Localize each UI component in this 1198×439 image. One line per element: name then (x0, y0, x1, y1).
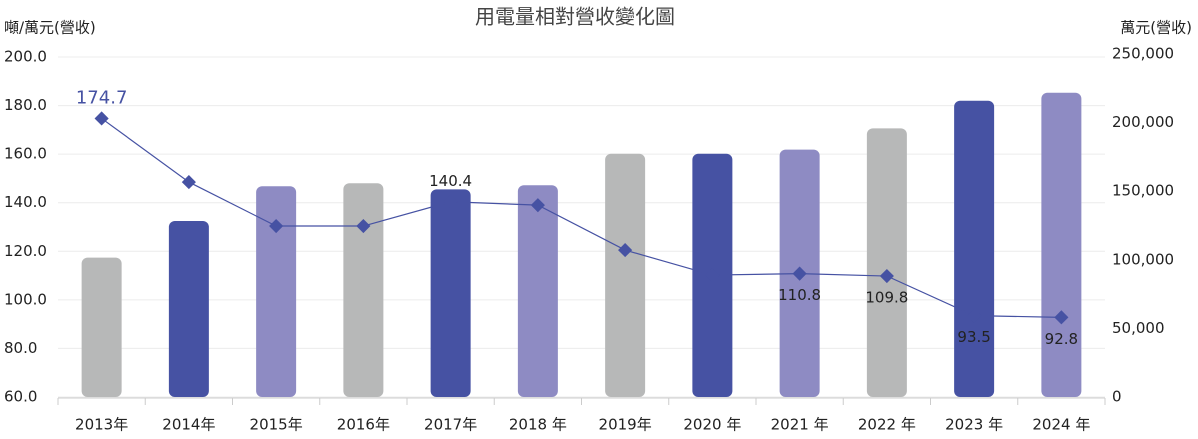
line-marker (705, 268, 720, 283)
data-label: 140.4 (429, 172, 472, 190)
x-tick-label: 2014年 (162, 416, 215, 434)
chart-title: 用電量相對營收變化圖 (475, 5, 675, 29)
line-marker (1054, 310, 1069, 325)
line-marker (94, 111, 109, 126)
y-tick-label: 120.0 (4, 242, 47, 260)
y-tick-label: 160.0 (4, 145, 47, 163)
line-marker (618, 243, 633, 258)
bar (605, 153, 646, 397)
y-tick-label: 60.0 (4, 388, 37, 406)
line-marker (967, 308, 982, 323)
x-tick-label: 2016年 (337, 416, 390, 434)
data-label: 109.8 (865, 289, 908, 307)
line-marker (530, 198, 545, 213)
data-label: 93.5 (957, 328, 990, 346)
y-tick-label: 140.0 (4, 193, 47, 211)
y2-axis-label: 萬元(營收) (1120, 19, 1192, 37)
bar (81, 257, 122, 397)
line-marker (356, 218, 371, 234)
line-marker (879, 268, 894, 284)
bar (256, 186, 297, 397)
y2-tick-label: 150,000 (1112, 182, 1174, 200)
x-tick-label: 2018 年 (509, 416, 567, 434)
y2-tick-label: 100,000 (1112, 250, 1174, 268)
y-tick-label: 80.0 (4, 339, 37, 357)
bar (517, 185, 558, 397)
y-axis-label: 噸/萬元(營收) (4, 19, 96, 37)
x-tick-label: 2023 年 (945, 416, 1003, 434)
y-tick-label: 100.0 (4, 290, 47, 308)
bar (343, 183, 384, 397)
y-tick-label: 200.0 (4, 48, 47, 66)
y2-tick-label: 200,000 (1112, 113, 1174, 131)
x-tick-label: 2015年 (250, 416, 303, 434)
x-tick-label: 2017年 (424, 416, 477, 434)
y2-tick-label: 50,000 (1112, 319, 1165, 337)
bar (954, 100, 995, 397)
x-tick-label: 2019年 (599, 416, 652, 434)
line-marker (181, 175, 196, 190)
line (101, 117, 1062, 318)
x-tick-label: 2013年 (75, 416, 128, 434)
line-marker (269, 218, 284, 234)
x-tick-label: 2022 年 (858, 416, 916, 434)
x-tick-label: 2024 年 (1032, 416, 1090, 434)
line-marker (443, 194, 458, 209)
data-label: 110.8 (778, 286, 821, 304)
data-label: 174.7 (76, 87, 128, 108)
x-tick-label: 2020 年 (683, 416, 741, 434)
y2-tick-label: 250,000 (1112, 45, 1174, 63)
x-tick-label: 2021 年 (771, 416, 829, 434)
bar (866, 128, 907, 397)
bar (1041, 92, 1082, 397)
y-tick-label: 180.0 (4, 96, 47, 114)
y2-tick-label: 0 (1112, 388, 1122, 406)
bar (168, 220, 209, 397)
bar (430, 189, 471, 397)
data-label: 92.8 (1045, 330, 1078, 348)
line-marker (792, 266, 807, 281)
